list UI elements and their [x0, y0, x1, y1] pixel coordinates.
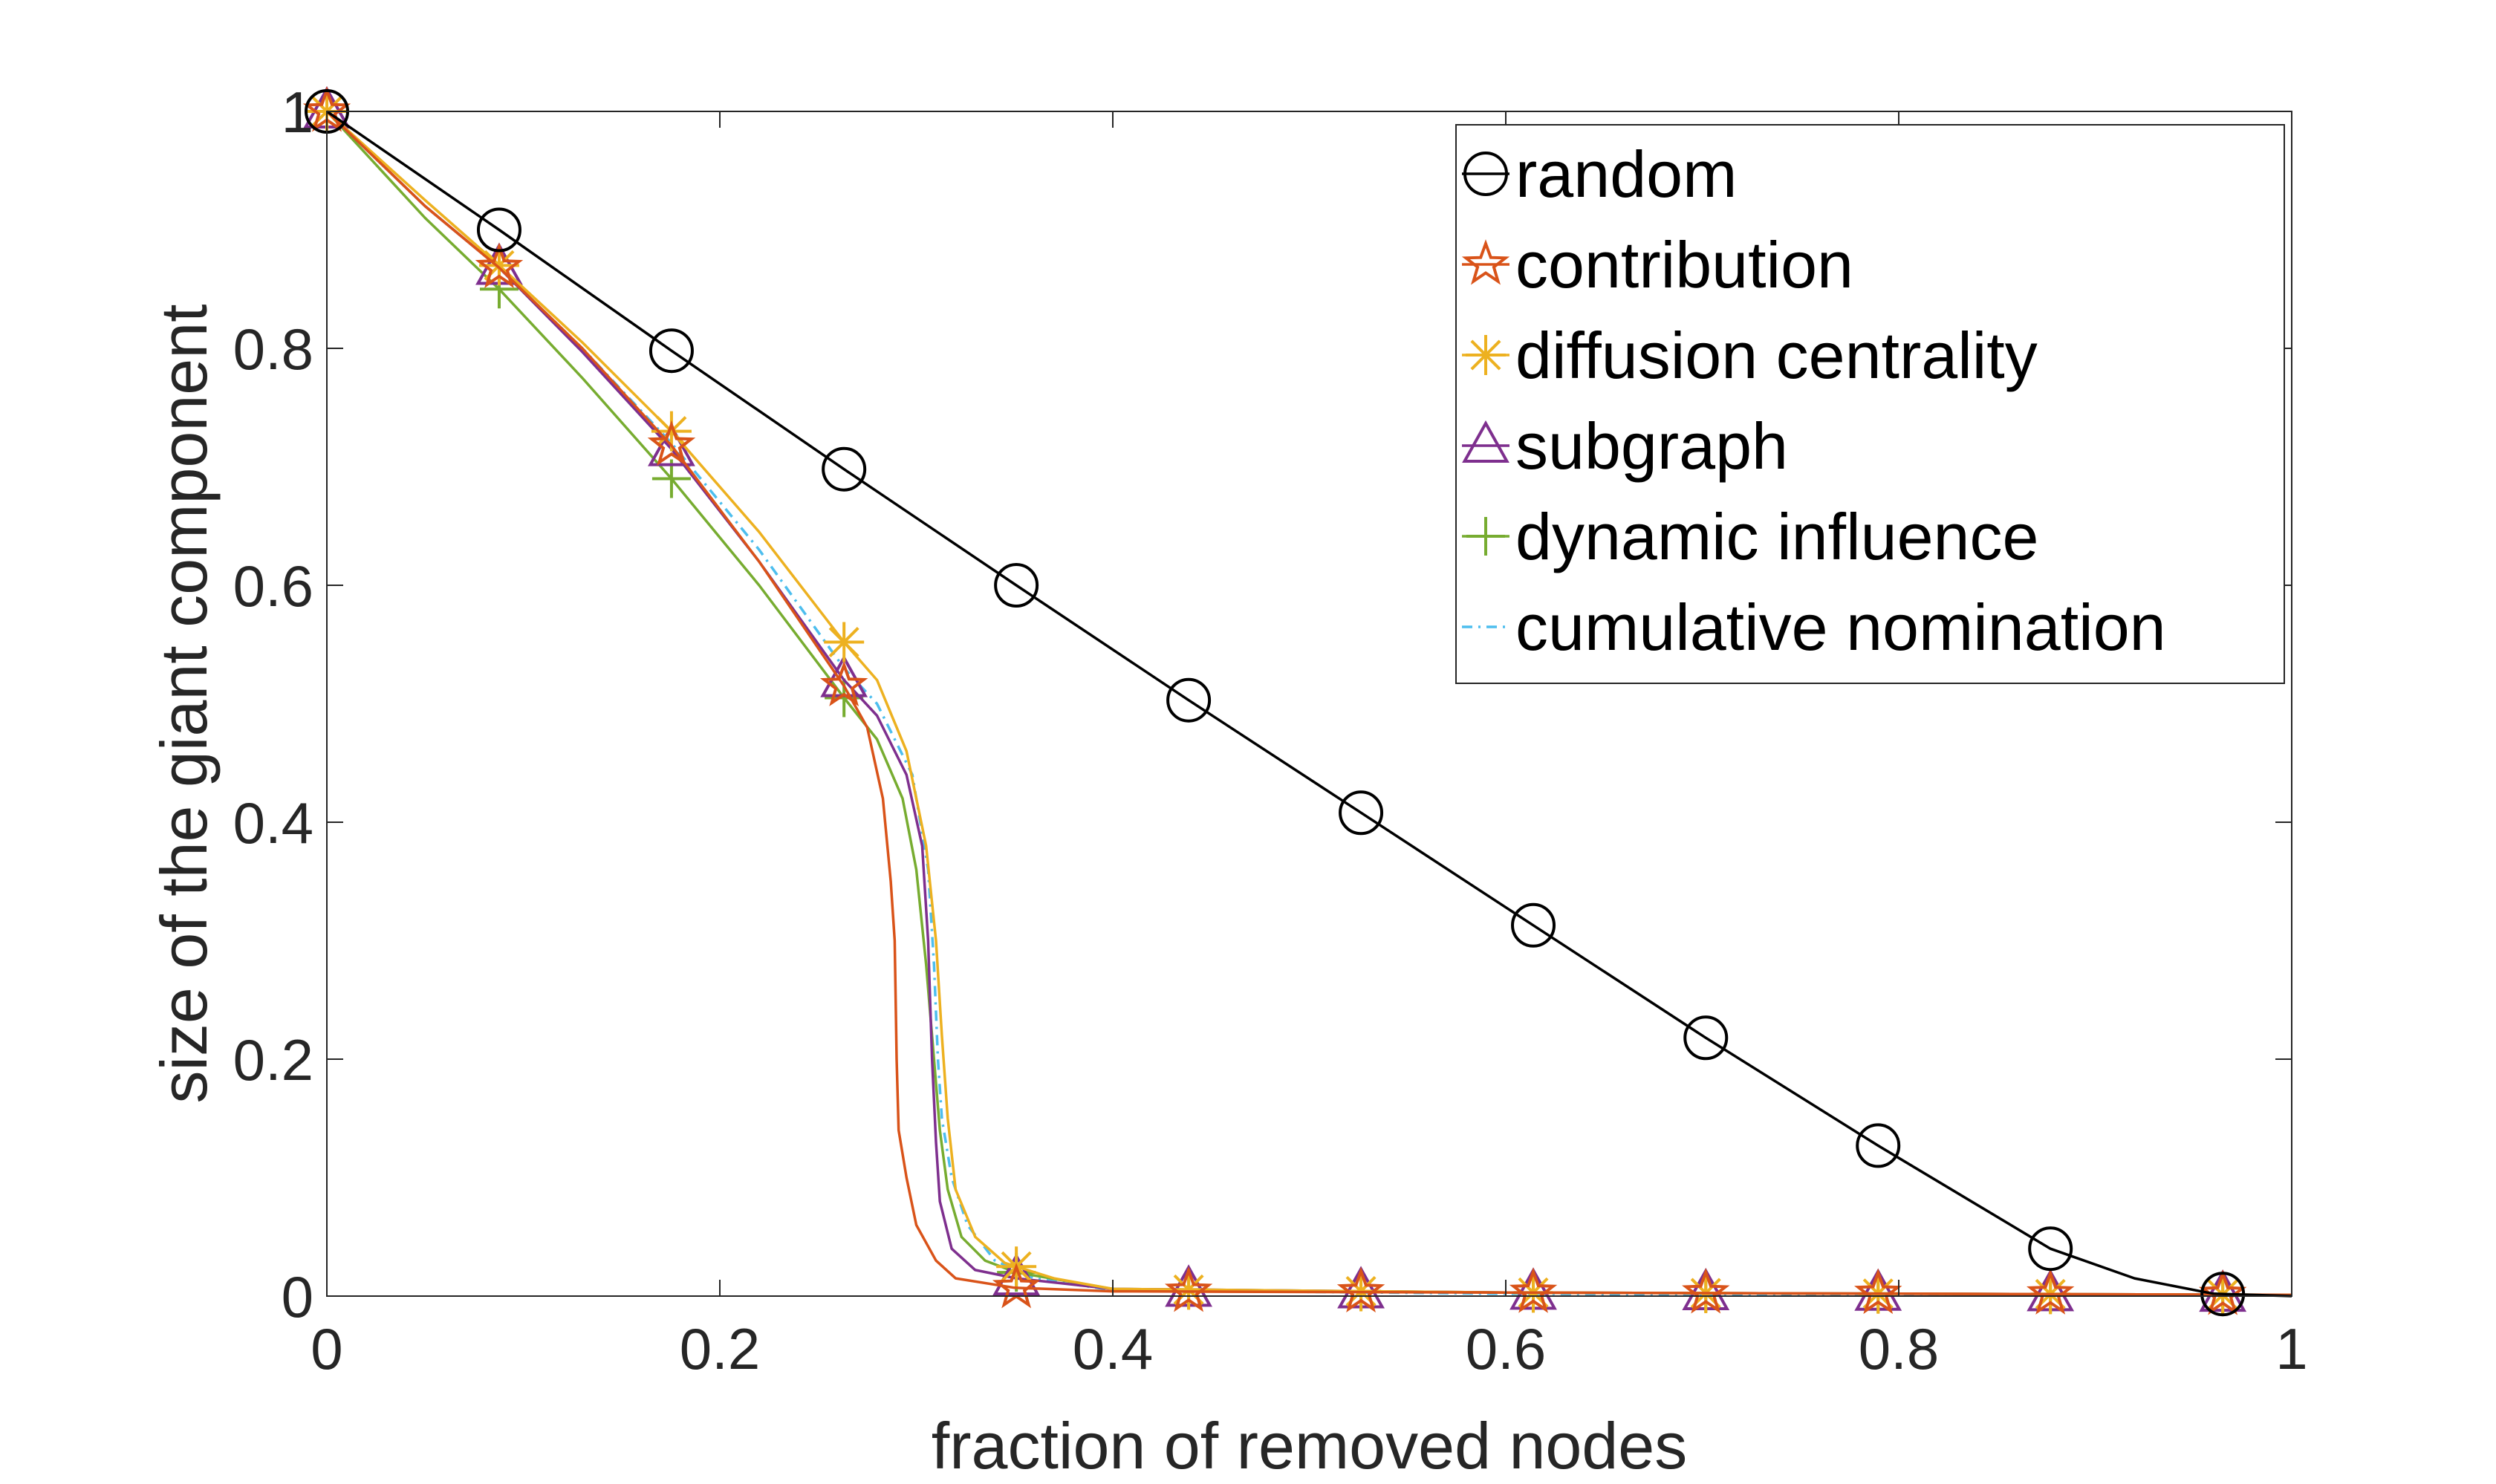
- legend-label: cumulative nomination: [1515, 590, 2166, 664]
- x-tick-label: 0.2: [680, 1316, 760, 1382]
- legend-label: dynamic influence: [1515, 500, 2038, 573]
- series-marker: [1511, 902, 1556, 948]
- series-marker: [1164, 1266, 1213, 1312]
- series-marker: [1509, 1267, 1558, 1313]
- legend: random contribution diffusion centrality su…: [1455, 124, 2285, 684]
- series-line: [325, 110, 2292, 1297]
- series-marker: [2198, 1269, 2247, 1315]
- legend-entry: subgraph: [1462, 409, 1788, 483]
- y-tick-label: 0.8: [233, 316, 313, 382]
- series-marker: [1856, 1123, 1901, 1168]
- series-marker: [649, 328, 694, 374]
- series-marker: [1683, 1015, 1729, 1061]
- x-tick-label: 1: [2275, 1316, 2307, 1382]
- series-cumulative-nomination: [325, 110, 2292, 1297]
- tick-labels: 0 0.2 0.4 0.6 0.8 1 0 0.2 0.4 0.6 0.8 1: [233, 79, 2308, 1382]
- series-line: [325, 110, 2292, 1297]
- legend-label: subgraph: [1515, 409, 1788, 483]
- legend-marker: [1461, 239, 1510, 285]
- series-marker: [1339, 790, 1384, 836]
- series-marker: [824, 622, 865, 663]
- axes-box: [326, 111, 2292, 1297]
- series-marker: [1682, 1268, 1730, 1314]
- legend-box: [1455, 124, 2285, 684]
- y-tick-label: 1: [282, 79, 313, 145]
- y-tick-label: 0: [282, 1264, 313, 1330]
- x-tick-label: 0: [311, 1316, 342, 1382]
- y-tick-label: 0.4: [233, 790, 313, 856]
- series-marker: [992, 1252, 1041, 1296]
- series-marker: [2200, 1272, 2246, 1317]
- legend-marker: [1462, 420, 1509, 463]
- series-marker: [1166, 677, 1212, 723]
- series-marker: [2027, 1269, 2075, 1315]
- y-tick-label: 0.2: [233, 1027, 313, 1093]
- axes-ticks: [326, 111, 2292, 1297]
- series-random: [305, 89, 2292, 1317]
- series-marker: [1336, 1266, 1385, 1313]
- series-line: [325, 110, 2292, 1297]
- legend-marker: [1466, 335, 1506, 375]
- series-marker: [994, 563, 1039, 608]
- y-axis-label: size of the giant component: [147, 304, 221, 1103]
- legend-label: random: [1515, 137, 1737, 211]
- series-line: [326, 110, 2292, 1298]
- legend-marker: [1466, 517, 1505, 556]
- series-marker: [2028, 1226, 2073, 1272]
- series-marker: [1854, 1268, 1902, 1315]
- x-tick-label: 0.6: [1466, 1316, 1546, 1382]
- plot-area: [302, 85, 2292, 1317]
- series-line: [325, 110, 2292, 1297]
- legend-entry: dynamic influence: [1462, 500, 2038, 573]
- legend-entry: random: [1462, 137, 1737, 211]
- x-axis-label: fraction of removed nodes: [932, 1409, 1687, 1483]
- series-marker: [476, 207, 521, 253]
- series-marker: [647, 420, 696, 466]
- legend-entry: diffusion centrality: [1462, 319, 2038, 392]
- legend-entry: contribution: [1461, 228, 1853, 302]
- legend-marker: [1463, 152, 1508, 196]
- legend-label: contribution: [1515, 228, 1853, 302]
- x-tick-label: 0.8: [1859, 1316, 1939, 1382]
- legend-entry: cumulative nomination: [1462, 590, 2166, 664]
- legend-label: diffusion centrality: [1515, 319, 2038, 392]
- series-marker: [822, 446, 867, 492]
- series-marker: [475, 242, 524, 288]
- series-marker: [819, 660, 868, 706]
- y-tick-label: 0.6: [233, 553, 313, 619]
- x-tick-label: 0.4: [1073, 1316, 1153, 1382]
